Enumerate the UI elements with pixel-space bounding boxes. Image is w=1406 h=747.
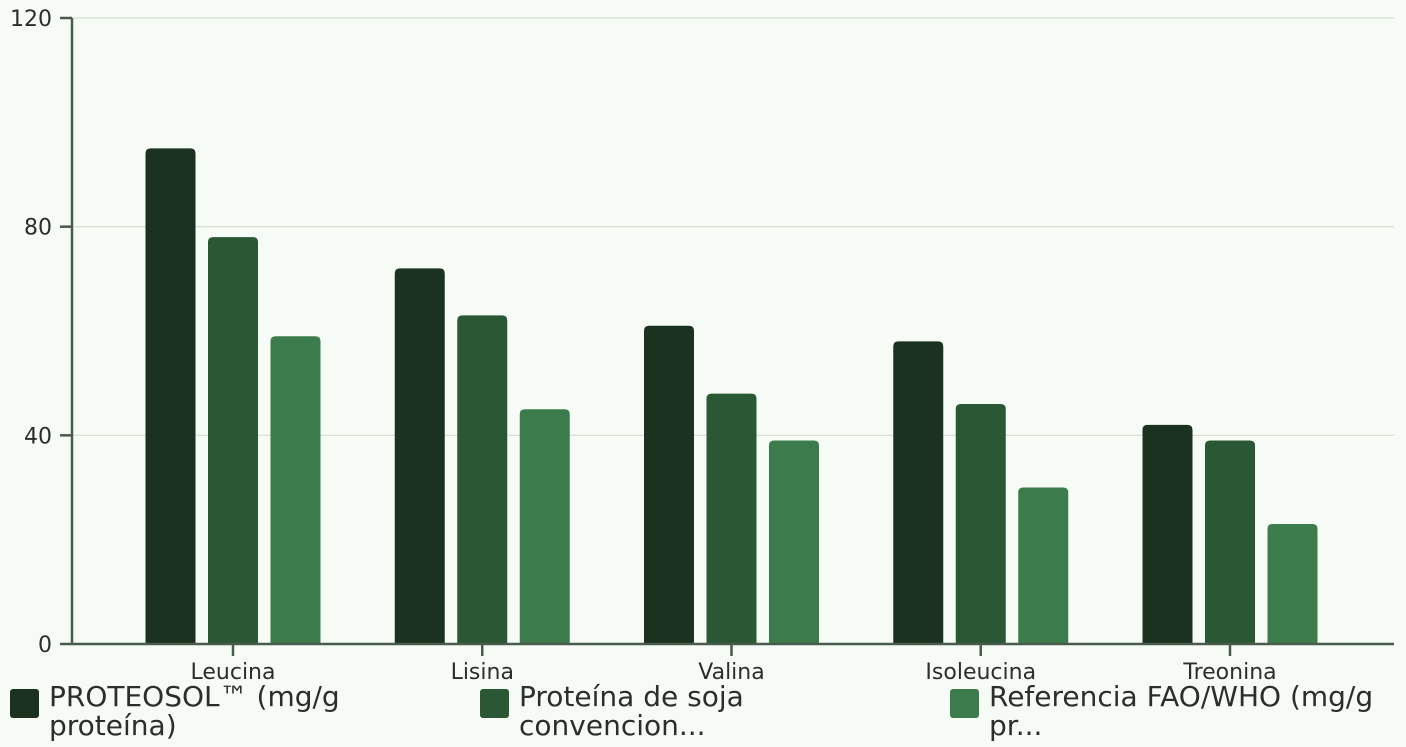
legend-label-fao-who: Referencia FAO/WHO (mg/g pr... bbox=[989, 680, 1374, 742]
bar-isoleucina-series-2 bbox=[955, 404, 1006, 644]
legend-swatch-soja bbox=[480, 689, 509, 718]
bar-treonina-series-3 bbox=[1267, 524, 1318, 644]
bar-valina-series-1 bbox=[644, 325, 694, 644]
axes bbox=[60, 16, 1394, 656]
legend-label-proteosol: PROTEOSOL™ (mg/g proteína) bbox=[49, 680, 340, 742]
grid-lines bbox=[72, 17, 1394, 436]
y-tick-label: 80 bbox=[24, 216, 52, 241]
bar-treonina-series-2 bbox=[1205, 440, 1255, 644]
bar-leucina-series-1 bbox=[145, 148, 196, 644]
bar-valina-series-3 bbox=[769, 440, 819, 644]
tick-labels: 0 40 80 120 Leucina Lisina Valina Isoleucina Tre… bbox=[10, 7, 1277, 682]
legend-item-proteosol[interactable]: PROTEOSOL™ (mg/g proteína) bbox=[10, 682, 340, 740]
legend-swatch-fao-who bbox=[950, 689, 979, 718]
legend-swatch-proteosol bbox=[10, 689, 39, 718]
bar-lisina-series-3 bbox=[519, 409, 570, 644]
x-tick-label-leucina: Leucina bbox=[191, 660, 276, 682]
bar-chart: 0 40 80 120 Leucina Lisina Valina Isoleucina Tre… bbox=[10, 7, 1394, 682]
bar-treonina-series-1 bbox=[1142, 424, 1193, 644]
bar-lisina-series-1 bbox=[394, 268, 445, 644]
x-tick-label-valina: Valina bbox=[698, 660, 764, 682]
bars bbox=[145, 148, 1318, 644]
x-tick-label-treonina: Treonina bbox=[1182, 660, 1276, 682]
y-tick-label: 40 bbox=[24, 424, 52, 449]
bar-valina-series-2 bbox=[706, 393, 757, 644]
x-tick-label-lisina: Lisina bbox=[451, 660, 514, 682]
y-tick-label: 120 bbox=[10, 7, 52, 32]
x-tick-label-isoleucina: Isoleucina bbox=[925, 660, 1036, 682]
legend-item-soja[interactable]: Proteína de soja convencion... bbox=[480, 682, 744, 740]
bar-lisina-series-2 bbox=[457, 315, 508, 644]
legend-label-soja: Proteína de soja convencion... bbox=[519, 680, 744, 742]
y-tick-label: 0 bbox=[38, 633, 52, 658]
bar-isoleucina-series-1 bbox=[893, 341, 944, 644]
bar-leucina-series-3 bbox=[270, 336, 321, 644]
bar-isoleucina-series-3 bbox=[1018, 487, 1069, 644]
bar-leucina-series-2 bbox=[208, 237, 258, 644]
legend: PROTEOSOL™ (mg/g proteína) Proteína de s… bbox=[0, 682, 1406, 747]
legend-item-fao-who[interactable]: Referencia FAO/WHO (mg/g pr... bbox=[950, 682, 1373, 740]
